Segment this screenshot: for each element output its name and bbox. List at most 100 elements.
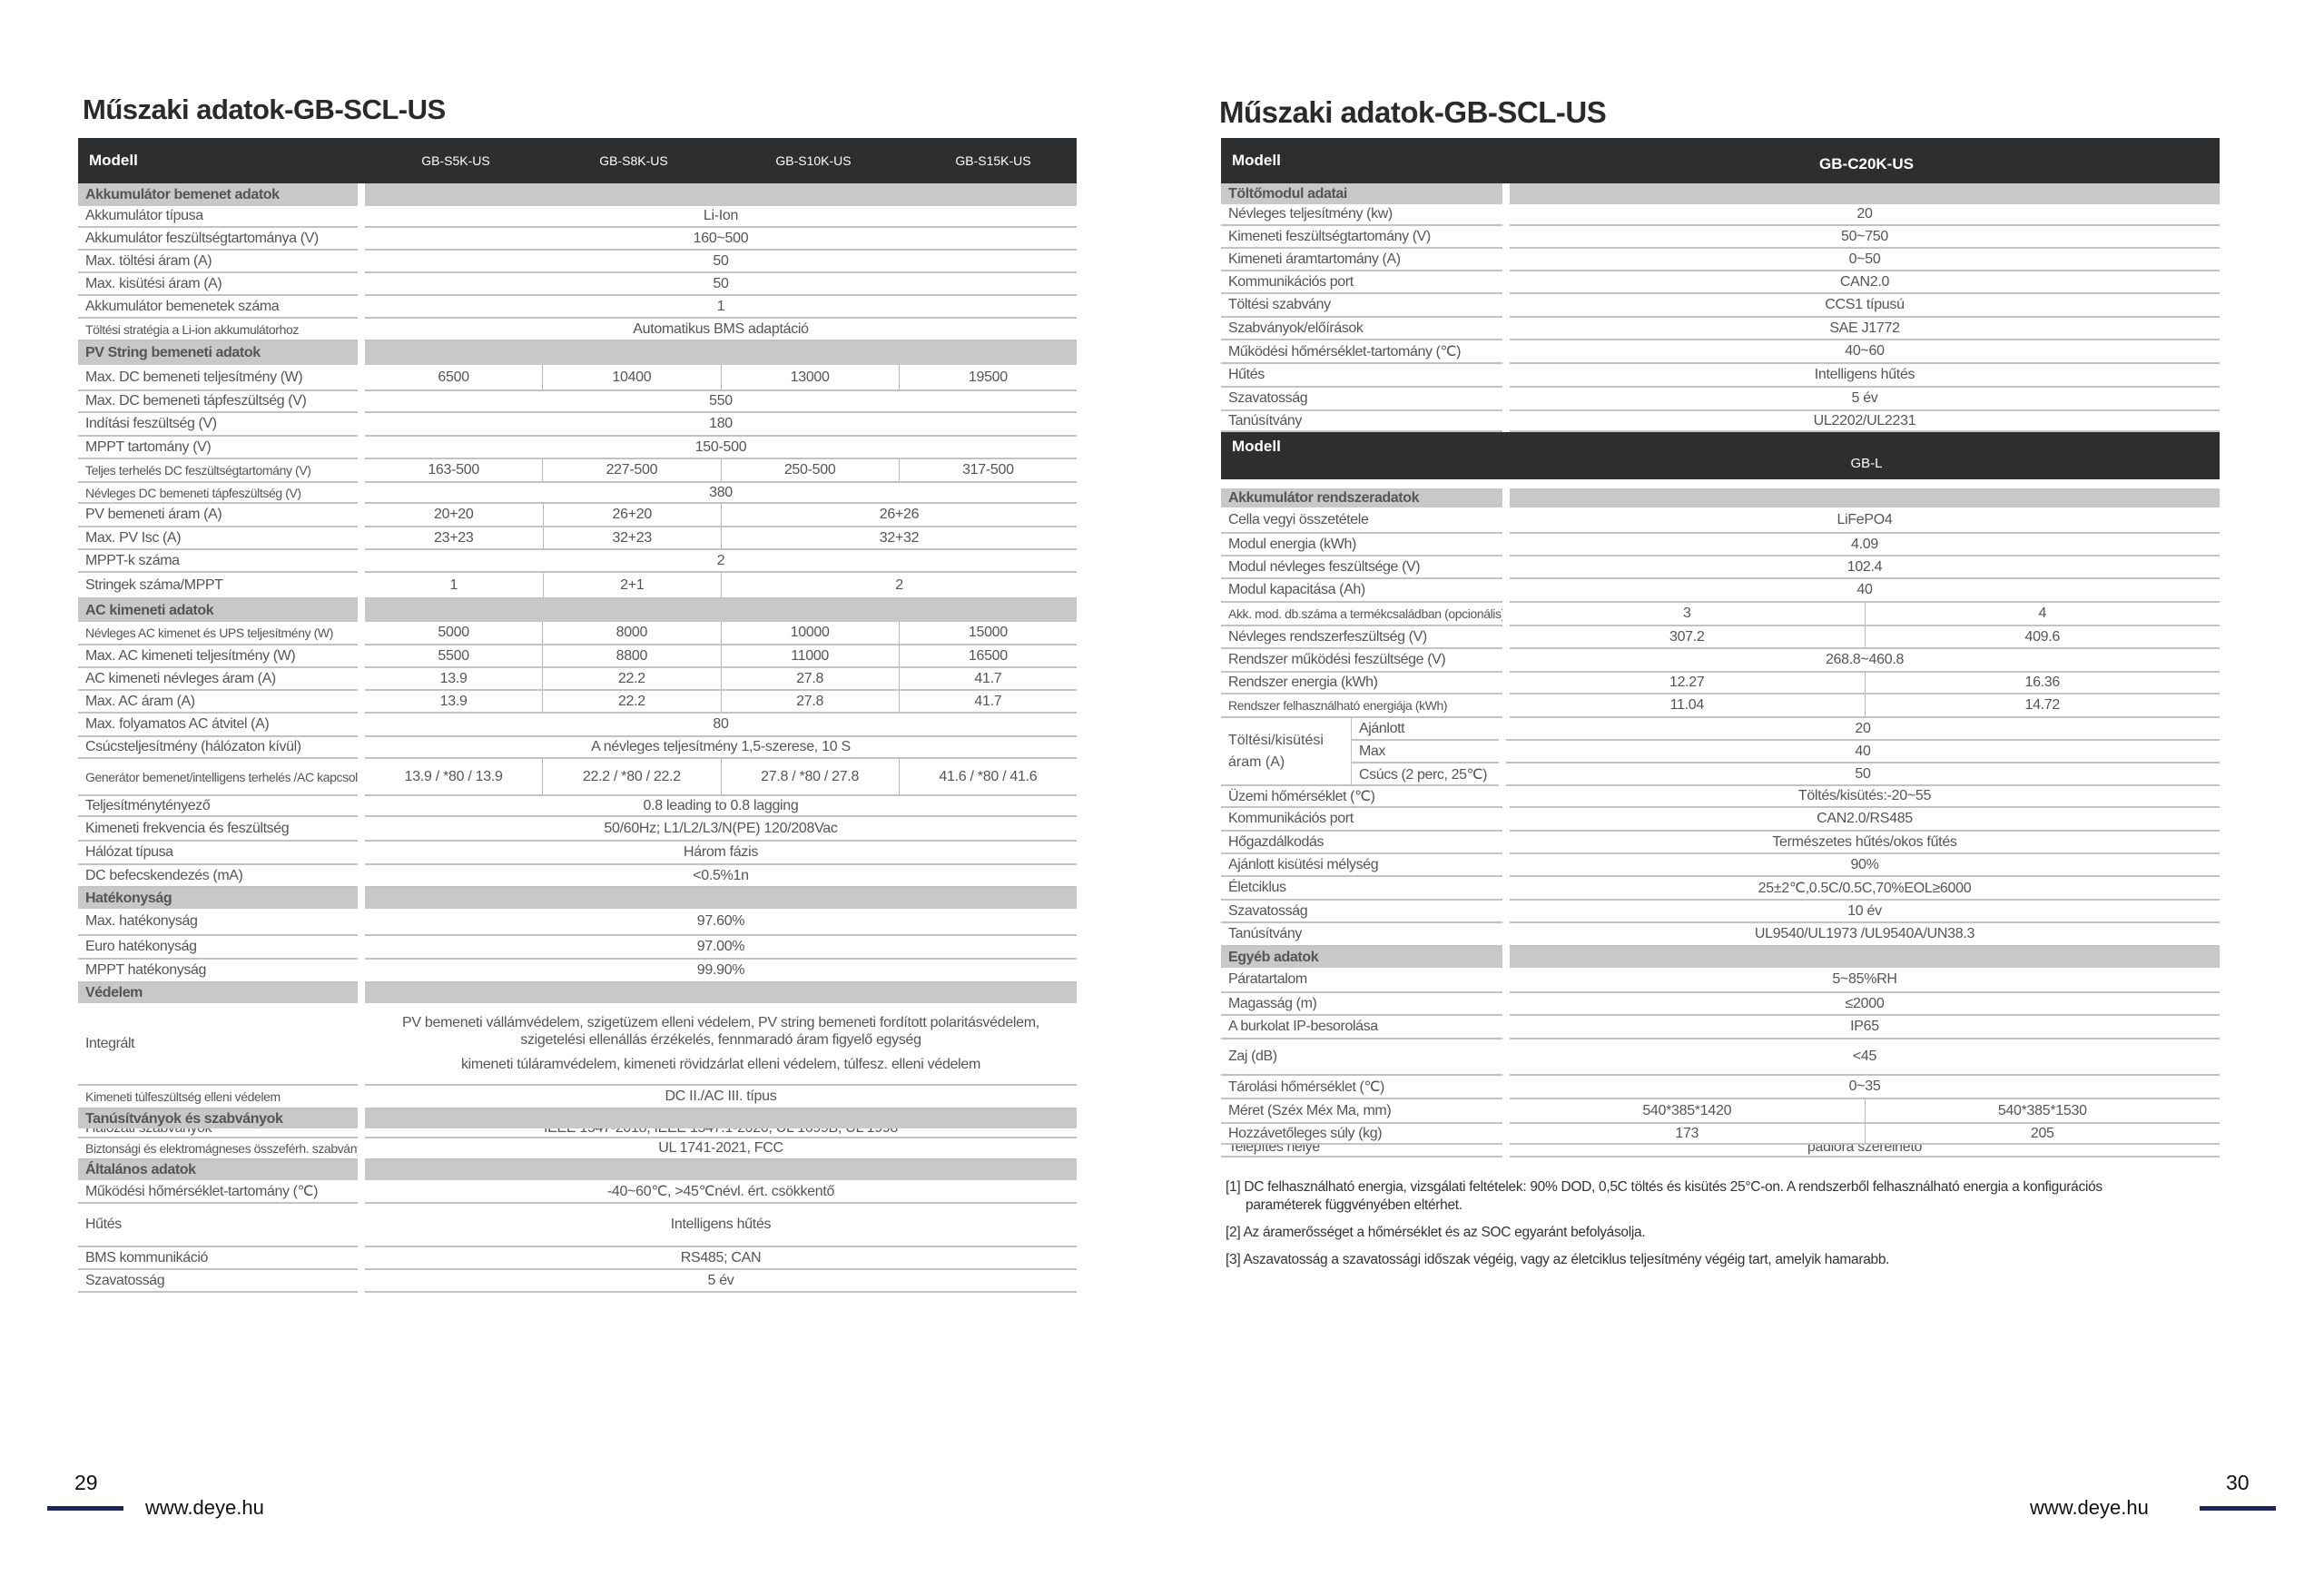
table-row: Hűtés Intelligens hűtés [78,1204,1077,1247]
table-cell: Automatikus BMS adaptáció [633,320,809,337]
table-cell: 205 [1864,1124,2221,1143]
row-values: 0~50 [1510,249,2220,271]
table-row: Max. AC áram (A) 13.9 22.2 27.8 41.7 [78,691,1077,714]
table-cell: 550 [709,393,733,409]
row-values: 5 év [1510,388,2220,411]
row-values: -40~60℃, >45℃névl. ért. csökkentő [365,1180,1077,1204]
table-cell: 13.9 [439,670,468,686]
table-row: Rendszer energia (kWh) 12.27 16.36 [1221,673,2220,694]
table-row: Kimeneti áramtartomány (A) 0~50 [1221,249,2220,271]
table-cell: 50 [713,275,729,291]
row-label: Akkumulátor bemenetek száma [78,296,358,319]
header-model-gb-l: GB-L [1850,456,1883,468]
table-row: Kimeneti túlfeszültség elleni védelem DC … [78,1086,1077,1109]
table-row: Névleges DC bemeneti tápfeszültség (V) 38… [78,483,1077,504]
table-cell: 8000 [542,622,720,644]
table-row: Max. DC bemeneti teljesítmény (W) 6500 104… [78,365,1077,391]
table-row: Névleges teljesítmény (kw) 20 [1221,204,2220,226]
row-label: Max. hatékonyság [78,909,358,936]
table-row-group: Töltési/kisütési áram (A) Ajánlott 20 Max 40… [1221,718,2220,786]
row-label: Rendszer energia (kWh) [1221,673,1502,694]
table-cell: 163-500 [428,462,479,478]
table-row: Kimeneti frekvencia és feszültség 50/60Hz… [78,817,1077,842]
row-label: Szabványok/előírások [1221,318,1502,340]
table-row: Modul energia (kWh) 4.09 [1221,534,2220,557]
table-row: MPPT-k száma 2 [78,550,1077,573]
right-website-link[interactable]: www.deye.hu [2030,1496,2149,1519]
table-cell: 26+20 [542,504,722,526]
table-row: Magasság (m) ≤2000 [1221,993,2220,1016]
row-values: 307.2 409.6 [1510,626,2220,649]
row-label: Működési hőmérséklet-tartomány (℃) [78,1180,358,1204]
row-values: 99.90% [365,960,1077,983]
row-values: Töltés/kisütés:-20~55 [1510,786,2220,808]
row-values: RS485; CAN [365,1247,1077,1270]
row-values: 40 [1510,579,2220,603]
row-values: 0.8 leading to 0.8 lagging [365,796,1077,817]
row-values: 5 év [365,1270,1077,1293]
row-values: 13.9 / *80 / 13.9 22.2 / *80 / 22.2 27.8 /… [365,759,1077,796]
right-page-title: Műszaki adatok-GB-SCL-US [1219,95,1607,129]
table-row: Üzemi hőmérséklet (℃) Töltés/kisütés:-20~… [1221,786,2220,808]
table-cell: 26+26 [721,504,1077,526]
row-values: 23+23 32+23 32+32 [365,527,1077,550]
row-label: Max. folyamatos AC átvitel (A) [78,714,358,737]
table-row: Rendszer felhasználható energiája (kWh) 1… [1221,694,2220,718]
table-cell: 23+23 [434,529,474,546]
footnote: [3] Aszavatosság a szavatossági időszak … [1226,1252,1890,1267]
table-row: Teljes terhelés DC feszültségtartomány (… [78,459,1077,483]
table-cell: 11000 [720,645,899,666]
row-label: Névleges teljesítmény (kw) [1221,204,1502,226]
right-page-accent-line [2200,1506,2276,1511]
row-values: 5000 8000 10000 15000 [365,622,1077,645]
section-header: Akkumulátor rendszeradatok [1221,488,2220,507]
row-label: Hűtés [78,1204,358,1247]
table-cell: 409.6 [1864,626,2221,647]
table-row: PV bemeneti áram (A) 20+20 26+20 26+26 [78,504,1077,527]
section-title: Töltőmodul adatai [1221,183,1502,204]
row-values: 50 [1506,763,2220,786]
row-values: 5~85%RH [1510,968,2220,993]
table-cell: Li-Ion [703,208,739,223]
row-values: 25±2℃,0.5C/0.5C,70%EOL≥6000 [1510,877,2220,901]
row-values: ≤2000 [1510,993,2220,1016]
table-row: Telepítés helye padlóra szerelhető [1221,1145,2220,1157]
row-label: Töltési stratégia a Li-ion akkumulátorho… [78,319,358,341]
row-label: Max. DC bemeneti teljesítmény (W) [78,365,358,391]
row-values: 40 [1506,741,2220,763]
section-header: Akkumulátor bemenet adatok [78,183,1077,206]
row-label: Szavatosság [1221,901,1502,923]
row-label: Max. töltési áram (A) [78,251,358,273]
row-values: 40~60 [1510,340,2220,364]
row-values: Li-Ion [365,206,1077,228]
table-cell: 20+20 [434,507,474,522]
row-values: 50 [365,273,1077,296]
table-cell: 1 [449,576,458,593]
row-values: Intelligens hűtés [1510,364,2220,388]
row-values: CCS1 típusú [1510,294,2220,318]
row-label: Kommunikációs port [1221,808,1502,832]
left-website-link[interactable]: www.deye.hu [145,1496,264,1519]
row-values: 10 év [1510,901,2220,923]
header-model-label: Modell [1232,438,1281,455]
footnote: [1] DC felhasználható energia, vizsgálat… [1226,1179,2102,1213]
table-row: Páratartalom 5~85%RH [1221,968,2220,993]
table-row: Kommunikációs port CAN2.0/RS485 [1221,808,2220,832]
row-values: 6500 10400 13000 19500 [365,365,1077,391]
table-row: Teljesítménytényező 0.8 leading to 0.8 la… [78,796,1077,817]
table-cell: 5500 [438,647,469,664]
row-values: 1 [365,296,1077,319]
table-cell: 41.7 [898,668,1077,689]
table-cell: 27.8 [720,668,899,689]
table-row: Modul kapacitása (Ah) 40 [1221,579,2220,603]
table-cell: 25±2℃,0.5C/0.5C,70%EOL≥6000 [1758,881,1972,896]
table-cell: 14.72 [1864,694,2221,716]
table-subheader: Modell GB-L [1221,432,2220,479]
row-values: 13.9 22.2 27.8 41.7 [365,691,1077,714]
table-cell: CAN2.0 [1839,273,1890,290]
table-header: Modell GB-C20K-US [1221,138,2220,183]
table-cell: 32+23 [542,527,722,548]
table-cell: CCS1 típusú [1825,297,1905,312]
row-label: Kimeneti feszültségtartomány (V) [1221,226,1502,249]
section-title: Általános adatok [78,1160,358,1180]
